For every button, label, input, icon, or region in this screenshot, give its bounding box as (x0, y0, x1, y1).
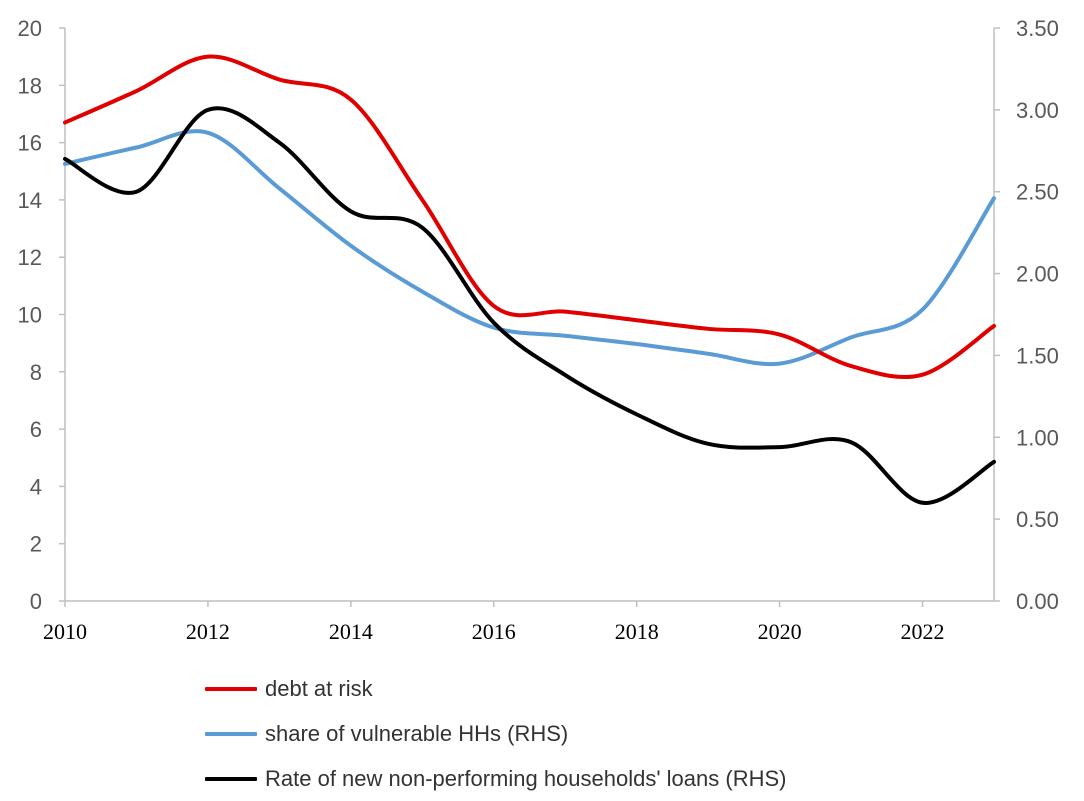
legend-swatch-npl-rate (205, 776, 257, 781)
left-axis-tick-label: 2 (30, 532, 42, 557)
right-axis-tick-label: 0.50 (1016, 507, 1059, 532)
x-axis-tick-label: 2022 (901, 619, 945, 644)
left-axis-tick-label: 4 (30, 474, 42, 499)
left-axis-tick-label: 10 (18, 303, 42, 328)
left-axis-tick-label: 14 (18, 188, 42, 213)
legend-swatch-vulnerable-hhs (205, 731, 257, 736)
legend-item-npl-rate: Rate of new non-performing households' l… (205, 756, 786, 801)
legend-item-vulnerable-hhs: share of vulnerable HHs (RHS) (205, 711, 786, 756)
series-line-npl-rate (63, 106, 996, 505)
x-axis-ticks: 2010 2012 2014 2016 2018 2020 2022 (43, 601, 945, 644)
line-chart: 0 2 4 6 8 10 12 14 16 18 20 0.00 0.50 1.00 1.50 2.00 2.… (18, 16, 1059, 644)
legend-label: share of vulnerable HHs (RHS) (265, 720, 569, 746)
left-axis-ticks: 0 2 4 6 8 10 12 14 16 18 20 (18, 16, 65, 614)
right-axis-tick-label: 2.00 (1016, 262, 1059, 287)
left-axis-tick-label: 18 (18, 73, 42, 98)
left-axis-tick-label: 12 (18, 245, 42, 270)
right-axis-ticks: 0.00 0.50 1.00 1.50 2.00 2.50 3.00 3.50 (994, 16, 1059, 614)
legend-label: debt at risk (265, 675, 373, 701)
left-axis-tick-label: 16 (18, 131, 42, 156)
series-line-vulnerable-hhs (63, 129, 996, 367)
series-line-debt-at-risk (63, 54, 996, 380)
left-axis-tick-label: 0 (30, 589, 42, 614)
left-axis-tick-label: 20 (18, 16, 42, 41)
right-axis-tick-label: 1.00 (1016, 425, 1059, 450)
right-axis-tick-label: 0.00 (1016, 589, 1059, 614)
x-axis-tick-label: 2020 (758, 619, 802, 644)
x-axis-tick-label: 2012 (186, 619, 230, 644)
x-axis-tick-label: 2014 (329, 619, 373, 644)
legend-label: Rate of new non-performing households' l… (265, 765, 787, 791)
right-axis-tick-label: 3.50 (1016, 16, 1059, 41)
right-axis-tick-label: 2.50 (1016, 180, 1059, 205)
left-axis-tick-label: 8 (30, 360, 42, 385)
x-axis-tick-label: 2018 (615, 619, 659, 644)
x-axis-tick-label: 2016 (472, 619, 516, 644)
right-axis-tick-label: 3.00 (1016, 98, 1059, 123)
series-layer (63, 54, 996, 505)
left-axis-tick-label: 6 (30, 417, 42, 442)
legend-swatch-debt-at-risk (205, 686, 257, 691)
x-axis-tick-label: 2010 (43, 619, 87, 644)
legend-item-debt-at-risk: debt at risk (205, 666, 786, 711)
right-axis-tick-label: 1.50 (1016, 343, 1059, 368)
legend: debt at risk share of vulnerable HHs (RH… (205, 666, 786, 801)
